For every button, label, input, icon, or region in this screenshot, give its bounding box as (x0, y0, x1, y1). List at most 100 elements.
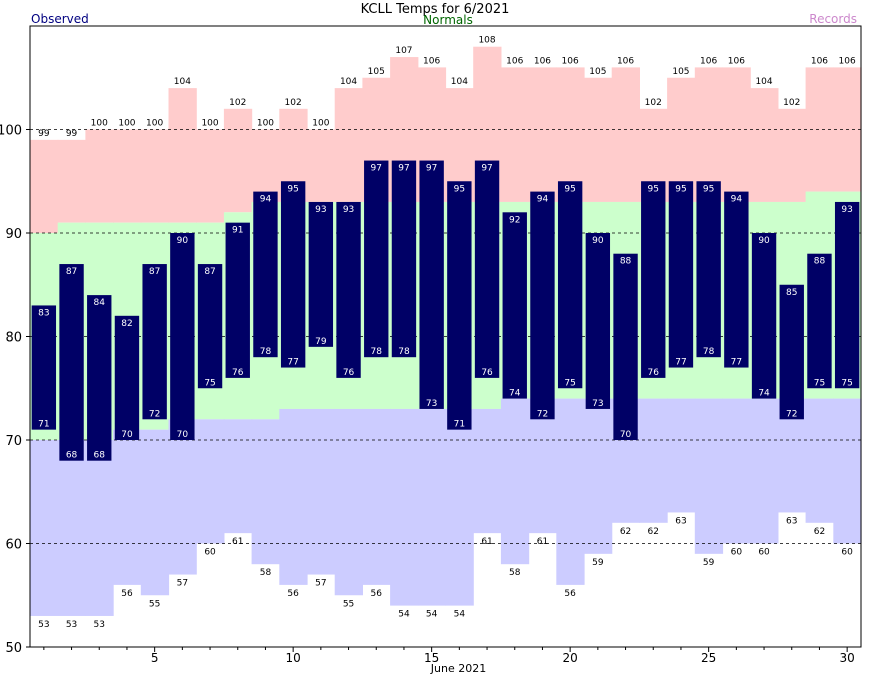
y-tick-label: 90 (5, 227, 22, 242)
observed-bar-day-27 (751, 233, 777, 399)
low-band-day-27 (750, 398, 779, 544)
low-band-day-30 (833, 398, 862, 544)
observed-high-label: 97 (426, 164, 437, 174)
observed-high-label: 93 (343, 205, 354, 215)
record-band-day-18 (500, 67, 530, 202)
observed-high-label: 82 (121, 319, 132, 329)
x-axis-label: June 2021 (430, 662, 486, 675)
y-tick-label: 100 (0, 124, 22, 139)
record-low-label: 57 (177, 579, 188, 589)
record-high-label: 105 (368, 67, 385, 77)
observed-high-label: 88 (814, 257, 826, 267)
legend-records: Records (809, 12, 857, 26)
observed-high-label: 94 (731, 195, 743, 205)
record-band-day-2 (57, 139, 86, 223)
y-tick-label: 50 (5, 641, 22, 656)
record-band-day-9 (251, 129, 280, 202)
low-band-day-3 (85, 440, 114, 616)
record-high-label: 106 (534, 56, 551, 66)
record-high-label: 105 (672, 67, 689, 77)
observed-low-label: 71 (454, 420, 465, 430)
record-low-label: 53 (94, 620, 105, 630)
observed-high-label: 87 (66, 267, 77, 277)
observed-high-label: 95 (564, 184, 575, 194)
observed-bar-day-11 (308, 201, 334, 347)
low-band-day-21 (584, 398, 613, 554)
record-band-day-6 (168, 88, 197, 223)
observed-bar-day-17 (474, 160, 500, 378)
observed-high-label: 91 (232, 226, 243, 236)
observed-low-label: 73 (592, 399, 603, 409)
record-low-label: 53 (66, 620, 77, 630)
observed-low-label: 79 (315, 337, 327, 347)
record-low-label: 55 (343, 599, 354, 609)
x-tick-label: 10 (286, 651, 301, 665)
observed-high-label: 92 (509, 215, 520, 225)
observed-bar-day-29 (807, 253, 832, 389)
record-high-label: 100 (312, 119, 329, 129)
observed-bar-day-19 (530, 191, 555, 420)
observed-low-label: 70 (177, 430, 189, 440)
observed-bar-day-6 (170, 233, 195, 440)
record-band-day-4 (113, 129, 142, 223)
observed-low-label: 75 (841, 378, 852, 388)
record-band-day-25 (694, 67, 724, 202)
record-low-label: 60 (731, 548, 743, 558)
low-band-day-1 (30, 440, 59, 616)
observed-low-label: 77 (731, 358, 742, 368)
low-band-day-7 (196, 419, 225, 544)
record-band-day-12 (334, 88, 363, 202)
record-band-day-7 (196, 129, 225, 223)
low-band-day-25 (694, 398, 724, 554)
record-low-label: 56 (121, 589, 133, 599)
x-tick-label: 25 (701, 651, 716, 665)
observed-bar-day-26 (724, 191, 749, 368)
low-band-day-10 (279, 408, 308, 585)
observed-bar-day-13 (364, 160, 389, 358)
record-high-label: 106 (700, 56, 717, 66)
observed-low-label: 74 (509, 389, 521, 399)
x-tick-label: 15 (424, 651, 439, 665)
record-low-label: 54 (398, 610, 410, 620)
record-high-label: 102 (783, 98, 800, 108)
observed-bar-day-23 (641, 181, 666, 378)
observed-bar-day-25 (696, 181, 721, 358)
low-band-day-13 (362, 408, 391, 585)
observed-bar-day-7 (197, 264, 223, 389)
record-low-label: 55 (149, 599, 160, 609)
observed-low-label: 78 (398, 347, 410, 357)
observed-high-label: 95 (675, 184, 686, 194)
record-high-label: 100 (118, 119, 135, 129)
record-low-label: 56 (287, 589, 299, 599)
observed-bar-day-24 (668, 181, 694, 368)
legend-observed: Observed (31, 12, 89, 26)
record-low-label: 56 (564, 589, 576, 599)
record-low-label: 63 (675, 516, 686, 526)
low-band-day-19 (528, 398, 557, 534)
observed-bar-day-12 (336, 201, 361, 378)
record-low-label: 63 (786, 516, 797, 526)
observed-low-label: 77 (675, 358, 686, 368)
low-band-day-11 (307, 408, 336, 575)
low-band-day-6 (168, 419, 197, 575)
record-band-day-28 (777, 108, 807, 202)
record-low-label: 61 (537, 537, 548, 547)
observed-bar-day-30 (834, 201, 860, 389)
y-tick-label: 60 (5, 538, 22, 553)
observed-high-label: 93 (841, 205, 852, 215)
record-band-day-1 (30, 139, 59, 233)
observed-high-label: 90 (758, 236, 770, 246)
observed-bar-day-5 (142, 264, 167, 420)
low-band-day-20 (556, 398, 585, 585)
observed-low-label: 78 (260, 347, 272, 357)
observed-high-label: 95 (454, 184, 465, 194)
observed-high-label: 90 (592, 236, 604, 246)
record-low-label: 53 (38, 620, 49, 630)
observed-high-label: 85 (786, 288, 797, 298)
record-high-label: 104 (174, 77, 191, 87)
observed-high-label: 95 (703, 184, 714, 194)
record-band-day-8 (223, 108, 253, 213)
low-band-day-2 (57, 440, 86, 616)
record-high-label: 102 (229, 98, 246, 108)
